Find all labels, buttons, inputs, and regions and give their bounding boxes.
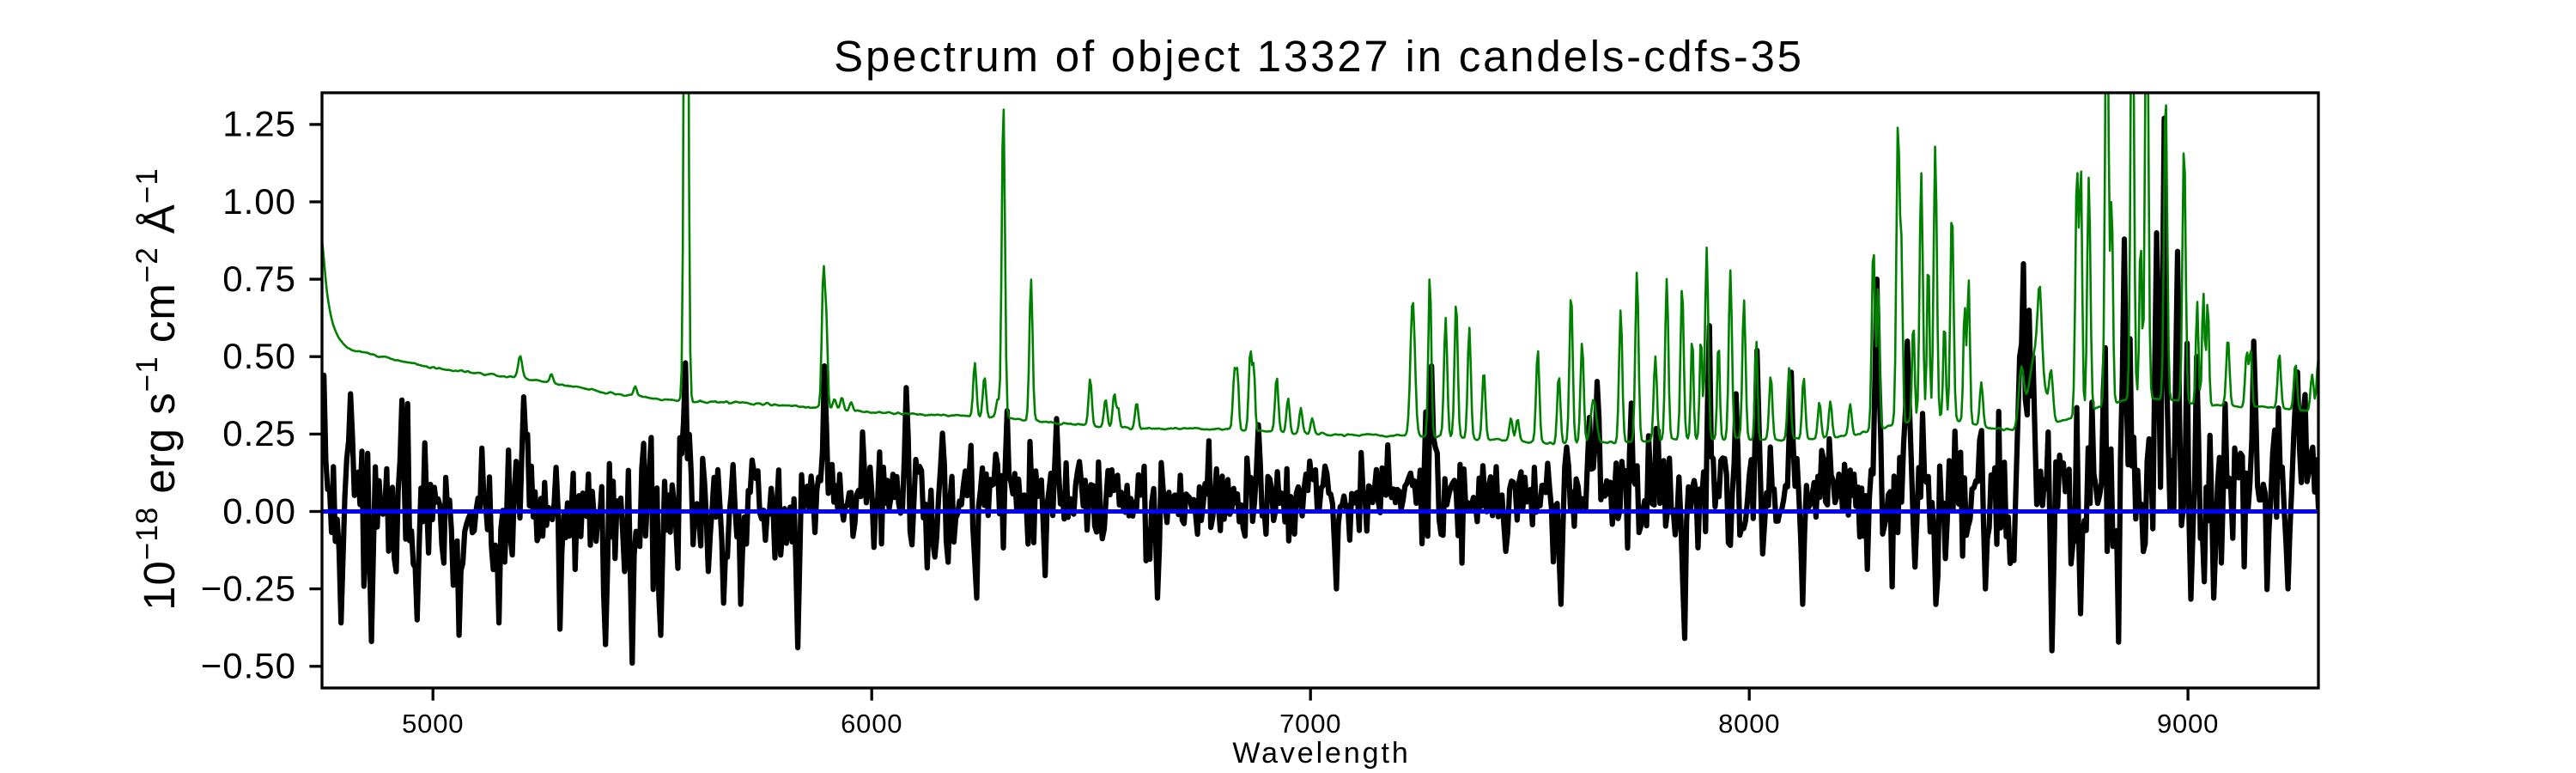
svg-text:8000: 8000	[1718, 709, 1780, 739]
svg-text:Spectrum of object 13327 in ca: Spectrum of object 13327 in candels-cdfs…	[834, 32, 1804, 81]
svg-text:Wavelength: Wavelength	[1232, 737, 1410, 770]
svg-text:0.00: 0.00	[222, 490, 296, 531]
svg-text:9000: 9000	[2157, 709, 2219, 739]
svg-text:0.75: 0.75	[222, 259, 296, 299]
svg-text:1.00: 1.00	[222, 181, 296, 222]
svg-text:1.25: 1.25	[222, 104, 296, 144]
svg-text:0.50: 0.50	[222, 336, 296, 376]
svg-text:7000: 7000	[1279, 709, 1341, 739]
svg-text:5000: 5000	[402, 709, 464, 739]
svg-text:−0.25: −0.25	[201, 568, 296, 608]
svg-text:6000: 6000	[841, 709, 902, 739]
svg-text:−0.50: −0.50	[201, 646, 296, 686]
svg-text:0.25: 0.25	[222, 413, 296, 453]
